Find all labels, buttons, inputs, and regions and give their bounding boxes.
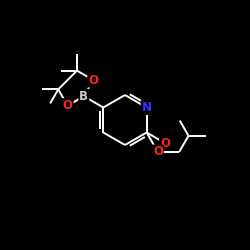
Text: O: O	[63, 99, 73, 112]
Text: O: O	[153, 146, 163, 158]
Text: O: O	[88, 74, 98, 86]
Text: O: O	[160, 136, 170, 149]
Text: B: B	[79, 90, 88, 103]
Text: N: N	[142, 101, 152, 114]
